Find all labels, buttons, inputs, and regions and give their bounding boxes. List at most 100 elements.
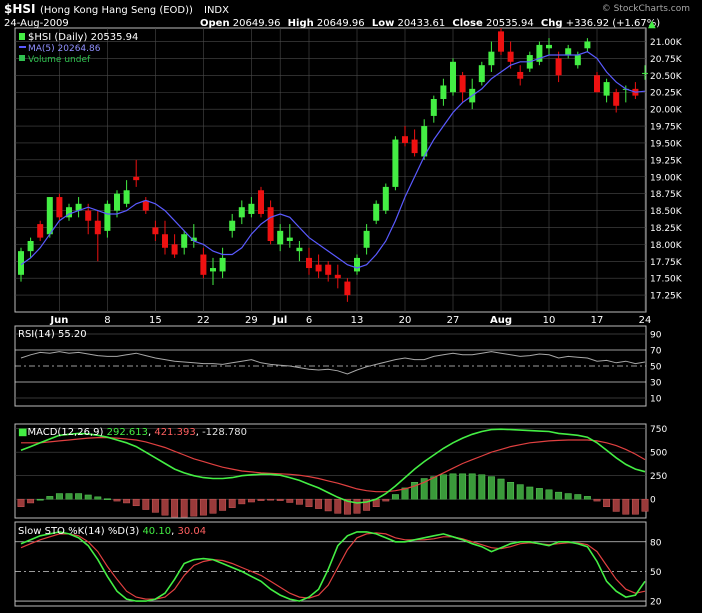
candle-body bbox=[114, 193, 120, 211]
candle-body bbox=[142, 200, 149, 211]
macd-histogram-bar bbox=[420, 478, 428, 500]
macd-histogram-bar bbox=[219, 498, 227, 511]
price-panel: 17.25K 17.50K 17.75K 18.00K 18.25K 18.50K 18.7… bbox=[14, 27, 683, 326]
legend-price: $HSI (Daily) 20535.94 bbox=[28, 32, 138, 43]
candle-body bbox=[123, 190, 130, 204]
price-legend: $HSI (Daily) 20535.94 MA(5) 20264.86 Vol… bbox=[19, 32, 138, 65]
macd-histogram-bar bbox=[545, 489, 553, 500]
macd-histogram-bar bbox=[449, 473, 457, 500]
candle-body bbox=[229, 220, 236, 231]
macd-tick-label: 750 bbox=[650, 425, 667, 435]
candle-body bbox=[392, 139, 399, 187]
macd-title: ■MACD(12,26,9) 292.613, 421.393, -128.78… bbox=[18, 427, 247, 438]
macd-histogram-bar bbox=[516, 484, 524, 500]
ma5-line bbox=[20, 51, 646, 269]
candle-body bbox=[421, 126, 428, 157]
macd-histogram-bar bbox=[180, 498, 188, 518]
macd-histogram-bar bbox=[315, 498, 323, 509]
x-tick-label: 13 bbox=[351, 315, 364, 326]
candle-body bbox=[75, 203, 82, 211]
candle-body bbox=[85, 210, 92, 221]
watermark: © StockCharts.com bbox=[602, 4, 690, 14]
macd-histogram-bar bbox=[430, 476, 438, 500]
macd-histogram-bar bbox=[363, 498, 371, 511]
macd-histogram-bar bbox=[574, 494, 582, 500]
rsi-tick-label: 90 bbox=[650, 331, 662, 341]
rsi-title: RSI(14) 55.20 bbox=[18, 329, 87, 340]
macd-histogram-bar bbox=[526, 486, 534, 500]
x-tick-label: 27 bbox=[447, 315, 460, 326]
macd-histogram-bar bbox=[603, 498, 611, 507]
macd-histogram-bar bbox=[151, 498, 159, 513]
candle-body bbox=[642, 72, 648, 74]
candle-body bbox=[104, 203, 111, 231]
macd-histogram-bar bbox=[487, 476, 495, 500]
macd-histogram-bar bbox=[46, 496, 54, 500]
candle-body bbox=[613, 92, 620, 106]
stochastic-k-line bbox=[20, 531, 646, 602]
symbol-name: (Hong Kong Hang Seng (EOD)) bbox=[40, 5, 193, 16]
y-tick-label: 19.50K bbox=[650, 139, 683, 149]
macd-line bbox=[20, 428, 646, 504]
candle-body bbox=[210, 268, 216, 272]
candle-body bbox=[334, 274, 341, 279]
candle-body bbox=[152, 227, 159, 235]
candle-body bbox=[450, 61, 456, 93]
legend-swatch-price bbox=[19, 33, 25, 40]
candle-body bbox=[181, 234, 188, 248]
change-up-arrow-icon: ▲ bbox=[648, 19, 656, 30]
stochastic-title: Slow STO %K(14) %D(3) 40.10, 30.04 bbox=[18, 526, 206, 537]
y-tick-label: 20.50K bbox=[650, 72, 683, 82]
macd-histogram-bar bbox=[17, 498, 25, 507]
candle-body bbox=[248, 203, 255, 214]
candle-body bbox=[594, 75, 600, 93]
macd-histogram-bar bbox=[84, 494, 92, 500]
candle-body bbox=[507, 51, 514, 62]
macd-signal-line bbox=[21, 437, 646, 493]
macd-histogram-bar bbox=[276, 498, 284, 501]
candle-body bbox=[315, 264, 322, 272]
macd-histogram-bar bbox=[238, 498, 246, 505]
macd-histogram-bar bbox=[593, 498, 601, 502]
candle-body bbox=[402, 136, 408, 143]
candle-body bbox=[382, 186, 389, 211]
x-tick-label: 22 bbox=[197, 315, 210, 326]
candle-body bbox=[584, 41, 591, 49]
macd-histogram-bar bbox=[564, 493, 572, 500]
macd-histogram-bar bbox=[622, 498, 630, 515]
x-tick-label: 20 bbox=[399, 315, 412, 326]
macd-histogram-bar bbox=[459, 473, 467, 500]
stochastic-tick-label: 50 bbox=[650, 568, 662, 578]
macd-tick-label: 500 bbox=[650, 449, 667, 459]
macd-histogram-bar bbox=[267, 498, 275, 501]
macd-histogram-bar bbox=[401, 487, 409, 500]
macd-histogram-bar bbox=[113, 498, 121, 502]
macd-histogram-bar bbox=[247, 498, 255, 503]
candle-body bbox=[478, 65, 485, 83]
macd-histogram-bar bbox=[343, 498, 351, 515]
candle-body bbox=[488, 51, 495, 66]
y-tick-label: 18.00K bbox=[650, 241, 683, 251]
candle-body bbox=[296, 247, 303, 252]
macd-histogram-bar bbox=[641, 498, 649, 512]
candle-body bbox=[325, 264, 332, 275]
y-tick-label: 21.00K bbox=[650, 38, 683, 48]
legend-volume: Volume undef bbox=[28, 55, 91, 65]
rsi-tick-label: 50 bbox=[650, 363, 662, 373]
candle-body bbox=[517, 71, 524, 79]
macd-histogram-bar bbox=[75, 493, 83, 500]
y-tick-label: 20.75K bbox=[650, 55, 683, 65]
x-tick-label: Aug bbox=[490, 315, 512, 326]
macd-histogram-bar bbox=[65, 493, 73, 500]
candle-body bbox=[363, 230, 370, 248]
x-tick-label: Jul bbox=[272, 315, 287, 326]
stochastic-tick-label: 80 bbox=[650, 538, 662, 548]
macd-histogram-bar bbox=[631, 498, 639, 515]
x-tick-label: 6 bbox=[306, 315, 312, 326]
macd-histogram-bar bbox=[555, 491, 563, 500]
macd-histogram-bar bbox=[257, 498, 265, 501]
candle-body bbox=[306, 257, 312, 269]
macd-histogram-bar bbox=[324, 498, 332, 512]
x-tick-label: 29 bbox=[245, 315, 258, 326]
macd-panel: 0 250 500 750 ■MACD(12,26,9) 292.613, 421.3… bbox=[14, 423, 667, 519]
